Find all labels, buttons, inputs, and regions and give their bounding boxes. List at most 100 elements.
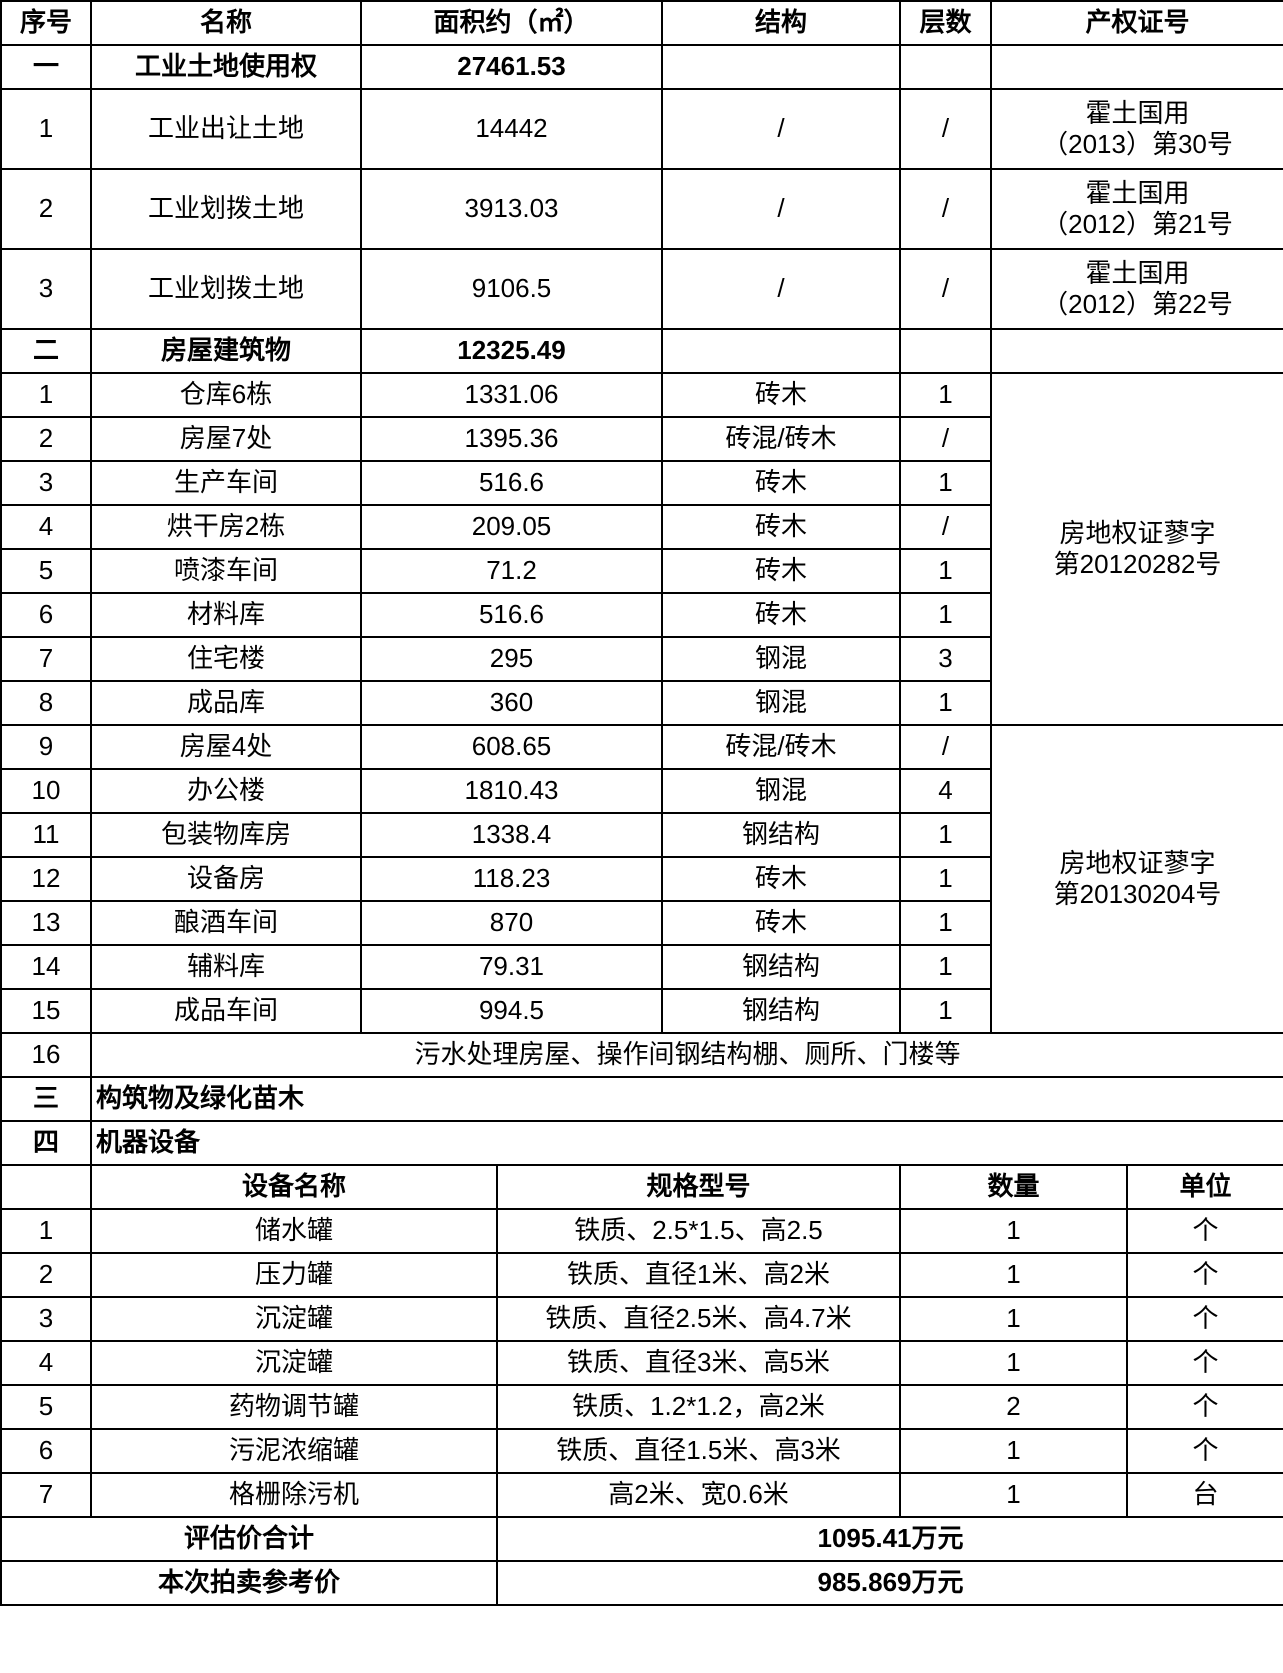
empty-cell [899,44,992,90]
row-cert: 霍土国用 （2013）第30号 [990,88,1283,170]
row-floors: / [899,168,992,250]
equipment-row: 4 沉淀罐 铁质、直径3米、高5米 1 个 [0,1340,1283,1386]
equipment-qty: 1 [899,1428,1128,1474]
equipment-unit: 个 [1126,1208,1283,1254]
section-name: 构筑物及绿化苗木 [90,1076,1283,1122]
section-area: 12325.49 [360,328,663,374]
header-area: 面积约（㎡） [360,0,663,46]
row-floors: 1 [899,460,992,506]
equipment-qty: 1 [899,1296,1128,1342]
equipment-unit: 个 [1126,1340,1283,1386]
equipment-index: 6 [0,1428,92,1474]
header-row: 序号 名称 面积约（㎡） 结构 层数 产权证号 [0,0,1283,46]
equipment-qty: 2 [899,1384,1128,1430]
row-index: 8 [0,680,92,726]
row-structure: 钢结构 [661,812,901,858]
empty-cell [661,44,901,90]
row-area: 295 [360,636,663,682]
row-floors: 1 [899,592,992,638]
row-index: 1 [0,372,92,418]
table-row: 3 生产车间 516.6 砖木 1 [0,460,1283,506]
group-cert: 房地权证蓼字 第20130204号 [990,724,1283,1034]
row-index: 16 [0,1032,92,1078]
row-name: 成品库 [90,680,362,726]
row-structure: 砖木 [661,460,901,506]
row-floors: 1 [899,988,992,1034]
row-name: 材料库 [90,592,362,638]
row-name: 生产车间 [90,460,362,506]
row-floors: 4 [899,768,992,814]
equipment-unit: 个 [1126,1252,1283,1298]
row-area: 870 [360,900,663,946]
row-structure: 砖木 [661,372,901,418]
row-area: 360 [360,680,663,726]
row-index: 7 [0,636,92,682]
row-area: 516.6 [360,460,663,506]
table-row: 3 工业划拨土地 9106.5// 霍土国用 （2012）第22号 [0,248,1283,330]
row-floors: 1 [899,548,992,594]
row-name: 烘干房2栋 [90,504,362,550]
row-structure: 砖木 [661,592,901,638]
section-index: 二 [0,328,92,374]
section-index: 四 [0,1120,92,1166]
row-structure: 砖木 [661,900,901,946]
empty-cell [661,328,901,374]
equipment-unit: 个 [1126,1384,1283,1430]
header-cert: 产权证号 [990,0,1283,46]
header-structure: 结构 [661,0,901,46]
row-area: 1338.4 [360,812,663,858]
group-cert: 房地权证蓼字 第20120282号 [990,372,1283,726]
row-name: 房屋7处 [90,416,362,462]
equipment-row: 7 格栅除污机 高2米、宽0.6米 1 台 [0,1472,1283,1518]
equipment-index: 1 [0,1208,92,1254]
section-index: 一 [0,44,92,90]
equipment-qty: 1 [899,1252,1128,1298]
equipment-row: 3 沉淀罐 铁质、直径2.5米、高4.7米 1 个 [0,1296,1283,1342]
row-structure: 钢结构 [661,988,901,1034]
row-name: 仓库6栋 [90,372,362,418]
cert-line: 房地权证蓼字 [1059,517,1216,548]
equipment-spec: 铁质、直径3米、高5米 [496,1340,901,1386]
row-structure: / [661,88,901,170]
row-index: 4 [0,504,92,550]
equipment-name: 污泥浓缩罐 [90,1428,498,1474]
cert-line: （2012）第22号 [1042,289,1233,319]
row-index: 13 [0,900,92,946]
equipment-qty: 1 [899,1340,1128,1386]
equipment-spec: 铁质、直径2.5米、高4.7米 [496,1296,901,1342]
row-floors: / [899,88,992,170]
row-floors: 1 [899,372,992,418]
row-index: 10 [0,768,92,814]
table-row: 9 房屋4处 608.65 砖混/砖木 / 房地权证蓼字 第20130204号 [0,724,1283,1034]
row-name: 成品车间 [90,988,362,1034]
row-floors: 1 [899,812,992,858]
row-structure: 钢混 [661,636,901,682]
row-area: 71.2 [360,548,663,594]
section-area: 27461.53 [360,44,663,90]
equipment-index: 5 [0,1384,92,1430]
table-row: 4 烘干房2栋 209.05 砖木 / [0,504,1283,550]
section-row: 二房屋建筑物 12325.49 [0,328,1283,374]
section-row: 三构筑物及绿化苗木 [0,1076,1283,1122]
table-row: 1 工业出让土地 14442// 霍土国用 （2013）第30号 [0,88,1283,170]
row-area: 118.23 [360,856,663,902]
equipment-unit: 个 [1126,1296,1283,1342]
row-cert: 霍土国用 （2012）第21号 [990,168,1283,250]
table-row: 13 酿酒车间 870 砖木 1 [0,900,1283,946]
row-structure: 砖木 [661,548,901,594]
total-row: 评估价合计 1095.41万元 [0,1516,1283,1562]
row-floors: 1 [899,680,992,726]
row-structure: 钢混 [661,768,901,814]
row-structure: 钢混 [661,680,901,726]
row-area: 994.5 [360,988,663,1034]
row-index: 6 [0,592,92,638]
row-floors: 1 [899,944,992,990]
row-structure: / [661,168,901,250]
equipment-row: 2 压力罐 铁质、直径1米、高2米 1 个 [0,1252,1283,1298]
row-name: 工业出让土地 [90,88,362,170]
equipment-index: 3 [0,1296,92,1342]
row-name: 包装物库房 [90,812,362,858]
row-name: 酿酒车间 [90,900,362,946]
row-name: 住宅楼 [90,636,362,682]
table-row: 5 喷漆车间 71.2 砖木 1 [0,548,1283,594]
